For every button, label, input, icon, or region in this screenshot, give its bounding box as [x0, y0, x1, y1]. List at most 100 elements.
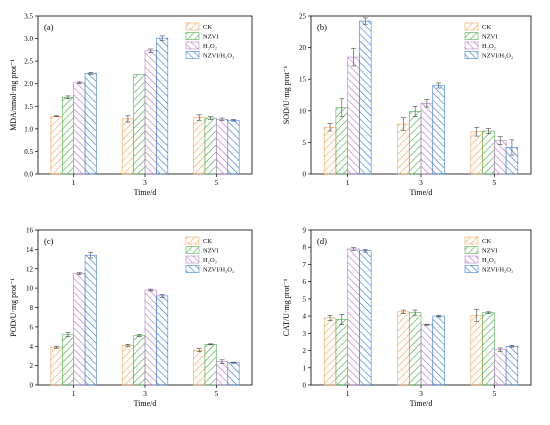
- panels-group: 0.0 0.5 1.0 1.5 2.0 2.5 3.0 3.5 MDA/nmol·mg prot…: [9, 13, 532, 408]
- y-tick-label: 3.5: [24, 13, 33, 21]
- bar-nzvi-day-5: [482, 130, 495, 175]
- legend-label-nzvi: NZVI: [203, 34, 219, 41]
- bar-nzvi-day-3: [408, 312, 422, 386]
- legend-swatch-h2o2: [464, 41, 479, 50]
- bar-h2o2-day-1: [73, 273, 86, 386]
- legend-swatch-nzvi-h2o2: [185, 51, 200, 59]
- legend-label-ck: CK: [203, 24, 212, 31]
- x-axis-label: Time/d: [134, 399, 157, 408]
- y-tick-label: 0: [303, 171, 307, 179]
- legend-swatch-nzvi-h2o2: [185, 265, 200, 273]
- y-tick-label: 8: [30, 304, 34, 312]
- x-tick-label: 5: [492, 178, 496, 187]
- y-tick-label: 2.0: [24, 80, 33, 88]
- bar-ck-day-1: [50, 115, 63, 175]
- legend-label-h2o2: H₂O₂: [482, 257, 496, 264]
- bar-ck-day-1: [323, 126, 337, 175]
- bar-nzvi-h2o2-day-1: [84, 254, 97, 386]
- y-axis-label: POD/U·mg prot⁻¹: [9, 278, 18, 337]
- y-tick-label: 15: [299, 76, 307, 84]
- legend-swatch-ck: [464, 22, 479, 31]
- legend-swatch-nzvi-h2o2: [464, 51, 479, 59]
- bar-nzvi-h2o2-day-1: [359, 20, 372, 175]
- legend-swatch-nzvi: [464, 246, 479, 254]
- bar-nzvi-h2o2-day-1: [84, 73, 97, 175]
- chart-panel-d: 0 1 2 3 4 5 6 7 8 9 CAT/U·mg prot⁻¹ (d) 1 3 5 Time/d CK N…: [282, 227, 532, 408]
- bar-nzvi-h2o2-day-3: [156, 37, 169, 175]
- bar-ck-day-3: [121, 118, 134, 175]
- legend-swatch-nzvi: [185, 32, 200, 40]
- x-tick-label: 5: [214, 389, 218, 398]
- bar-h2o2-day-5: [494, 140, 507, 175]
- y-tick-label: 7: [303, 261, 307, 269]
- bar-h2o2-day-5: [494, 349, 507, 386]
- y-tick-label: 0: [303, 382, 307, 390]
- y-tick-label: 9: [303, 227, 307, 235]
- y-tick-label: 2: [30, 362, 34, 370]
- y-tick-label: 6: [30, 323, 34, 331]
- x-tick-label: 5: [214, 178, 218, 187]
- bar-h2o2-day-3: [144, 50, 157, 175]
- bar-h2o2-day-3: [420, 324, 434, 386]
- bar-nzvi-h2o2-day-5: [505, 345, 519, 386]
- bar-nzvi-day-3: [408, 111, 422, 175]
- x-tick-label: 1: [72, 178, 76, 187]
- panel-label: (b): [317, 22, 327, 32]
- bar-nzvi-day-3: [133, 335, 146, 386]
- bar-ck-day-5: [193, 349, 206, 386]
- legend-label-nzvi-h2o2: NZVI/H₂O₂: [203, 53, 234, 60]
- bar-nzvi-day-1: [61, 334, 74, 386]
- x-tick-label: 3: [143, 389, 147, 398]
- bar-h2o2-day-3: [144, 289, 157, 386]
- legend-label-ck: CK: [482, 238, 491, 245]
- bar-h2o2-day-5: [216, 361, 229, 386]
- legend-label-nzvi: NZVI: [482, 248, 498, 255]
- bar-nzvi-h2o2-day-3: [432, 315, 445, 386]
- bar-ck-day-5: [470, 314, 483, 386]
- y-tick-label: 12: [26, 265, 34, 273]
- y-axis-label: CAT/U·mg prot⁻¹: [282, 278, 291, 336]
- legend-label-h2o2: H₂O₂: [203, 43, 217, 50]
- y-axis-label: MDA/nmol·mg prot⁻¹: [9, 59, 18, 131]
- bar-ck-day-3: [397, 123, 410, 175]
- legend-swatch-nzvi: [464, 32, 479, 40]
- bar-nzvi-h2o2-day-3: [432, 85, 445, 175]
- chart-panel-b: 0 5 10 15 20 25 SOD/U·mg prot⁻¹ (b) 1 3 5 Time/d CK N…: [282, 13, 532, 197]
- x-tick-label: 3: [419, 389, 423, 398]
- chart-panel-c: 0 2 4 6 8 10 12 14 16 POD/U·mg prot⁻¹ (c) 1 3 5 Time/d…: [9, 227, 253, 408]
- legend-label-ck: CK: [203, 238, 212, 245]
- x-tick-label: 3: [419, 178, 423, 187]
- bar-nzvi-day-5: [204, 117, 217, 175]
- x-axis-label: Time/d: [410, 188, 433, 197]
- bar-nzvi-day-3: [133, 74, 146, 175]
- x-tick-label: 5: [492, 389, 496, 398]
- legend-swatch-nzvi-h2o2: [464, 265, 479, 273]
- panel-label: (c): [44, 236, 54, 246]
- legend-swatch-h2o2: [185, 255, 200, 264]
- bar-ck-day-1: [50, 346, 63, 386]
- bar-nzvi-day-1: [61, 96, 74, 175]
- y-tick-label: 4: [30, 343, 34, 351]
- y-tick-label: 5: [303, 295, 307, 303]
- y-tick-label: 3: [303, 330, 307, 338]
- bar-nzvi-h2o2-day-5: [227, 119, 240, 175]
- bar-nzvi-h2o2-day-5: [227, 362, 240, 386]
- x-tick-label: 1: [346, 178, 350, 187]
- x-tick-label: 1: [72, 389, 76, 398]
- legend-label-nzvi-h2o2: NZVI/H₂O₂: [203, 267, 234, 274]
- bar-h2o2-day-1: [347, 56, 360, 175]
- legend-swatch-ck: [185, 22, 200, 31]
- y-tick-label: 5: [303, 139, 307, 147]
- y-tick-label: 14: [26, 246, 34, 254]
- legend-label-nzvi-h2o2: NZVI/H₂O₂: [482, 53, 513, 60]
- legend-label-ck: CK: [482, 24, 491, 31]
- x-axis-label: Time/d: [410, 399, 433, 408]
- panel-label: (a): [44, 22, 54, 32]
- legend-label-nzvi: NZVI: [482, 34, 498, 41]
- y-tick-label: 1.0: [24, 125, 33, 133]
- bar-nzvi-day-1: [335, 319, 348, 386]
- legend-label-h2o2: H₂O₂: [482, 43, 496, 50]
- bar-ck-day-1: [323, 317, 337, 386]
- y-tick-label: 8: [303, 244, 307, 252]
- legend-label-nzvi: NZVI: [203, 248, 219, 255]
